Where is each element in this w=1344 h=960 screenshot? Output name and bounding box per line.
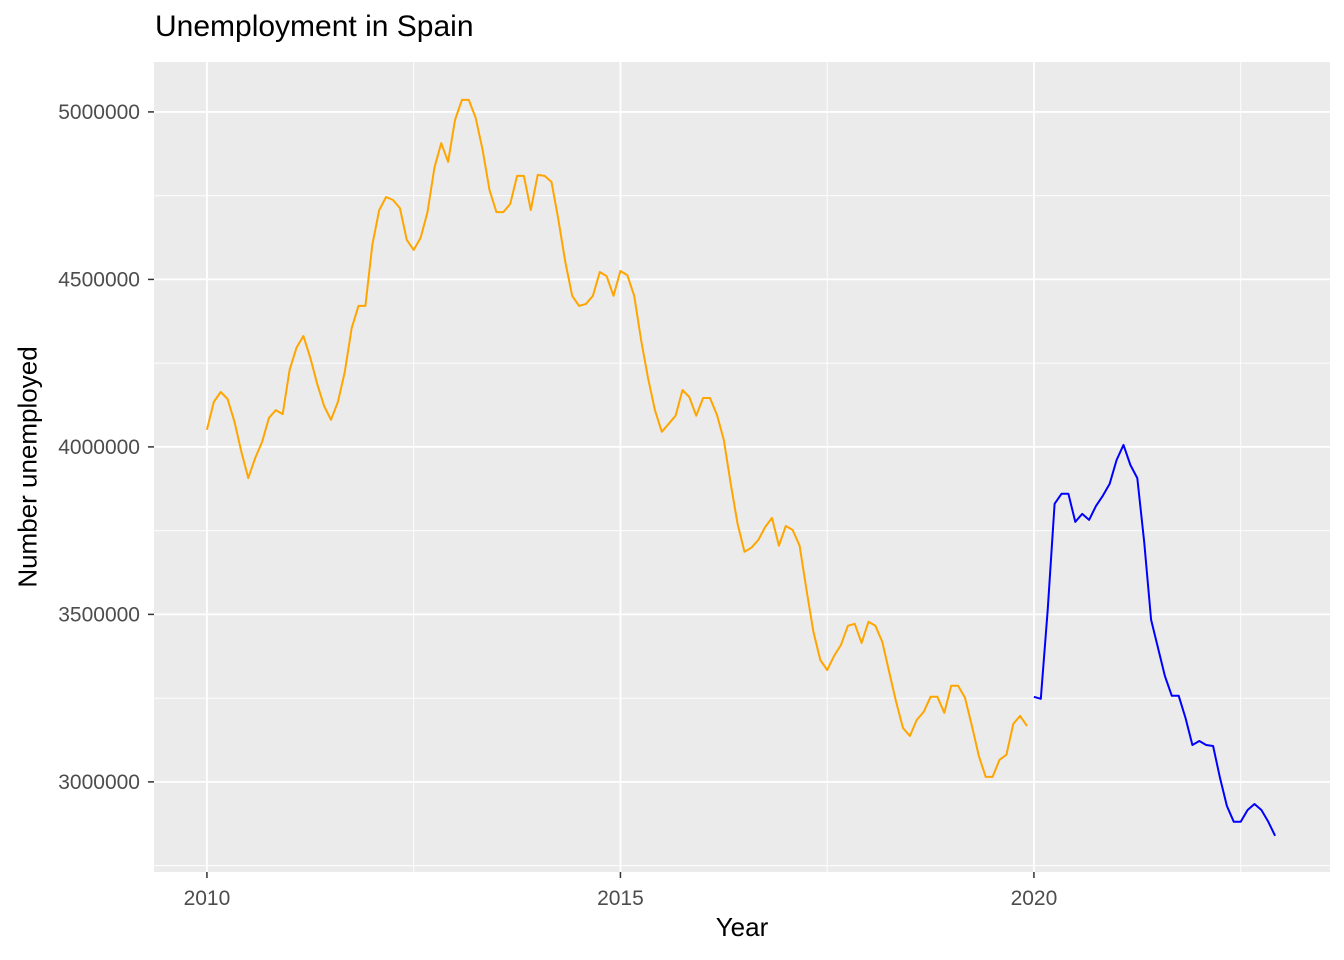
y-tick-label: 3500000	[58, 603, 140, 626]
y-tick-label: 4500000	[58, 268, 140, 291]
series-line-2010-2019	[205, 98, 1028, 778]
x-tick-label: 2010	[184, 887, 231, 910]
chart-title: Unemployment in Spain	[155, 10, 474, 43]
y-tick-label: 3000000	[58, 771, 140, 794]
x-axis-label: Year	[715, 912, 769, 942]
y-tick-label: 5000000	[58, 101, 140, 124]
x-tick-label: 2015	[597, 887, 644, 910]
x-tick-label: 2020	[1011, 887, 1058, 910]
series-line-2020-2022	[1033, 443, 1276, 837]
plot-panel	[154, 62, 1330, 872]
y-tick-label: 4000000	[58, 436, 140, 459]
